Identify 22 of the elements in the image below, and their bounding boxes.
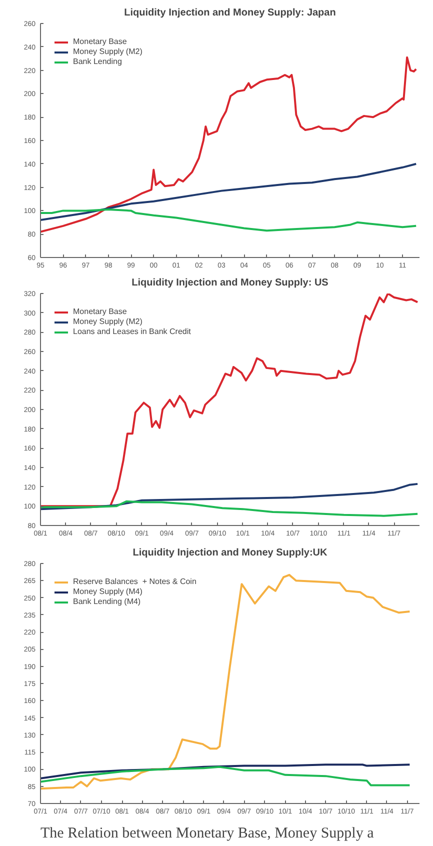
chart-title: Liquidity Injection and Money Supply: US: [132, 278, 329, 288]
legend-label: Monetary Base: [73, 307, 127, 316]
text: The Relation between Monetary Base, Money Supply a: [40, 826, 374, 842]
legend-label: Bank Lending: [73, 57, 122, 66]
legend-label: Reserve Balances + Notes & Coin: [73, 577, 196, 586]
chart-title: Liquidity Injection and Money Supply:UK: [132, 548, 328, 558]
line-series: [40, 574, 411, 790]
chart-title: Liquidity Injection and Money Supply: Japan: [124, 8, 336, 18]
legend-label: Loans and Leases in Bank Credit: [73, 327, 191, 336]
legend-label: Money Supply (M2): [73, 317, 142, 326]
legend-label: Money Supply (M2): [73, 47, 142, 56]
line-series: [40, 208, 418, 232]
line-series: [40, 294, 419, 508]
legend-label: Monetary Base: [73, 37, 127, 46]
legend-label: Money Supply (M4): [73, 587, 142, 596]
line-series: [40, 766, 411, 786]
line-series: [40, 162, 418, 222]
line-series: [40, 764, 411, 780]
legend-label: Bank Lending (M4): [73, 597, 141, 606]
line-series: [40, 482, 419, 510]
line-series: [40, 56, 418, 233]
line-series: [40, 500, 419, 517]
